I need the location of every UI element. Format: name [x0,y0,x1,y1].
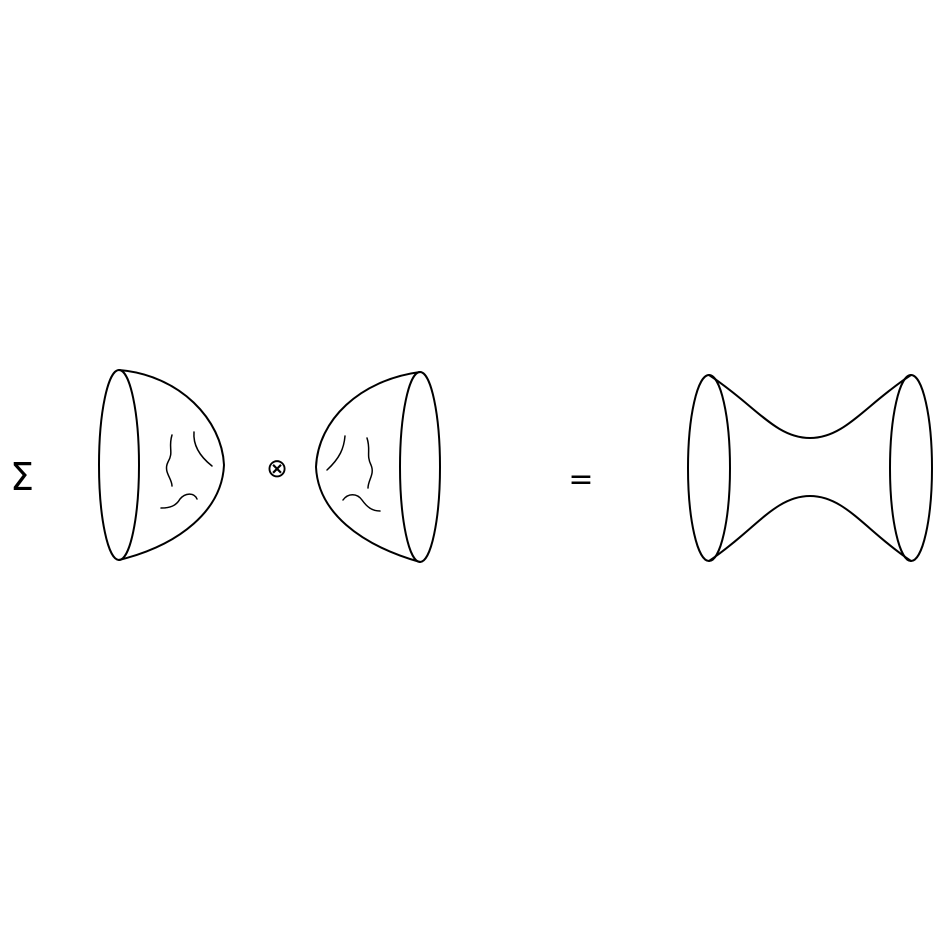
right-cap-squiggles [326,435,381,512]
left-cap-squiggles [160,431,213,509]
cylinder-right-boundary-circle [889,374,933,562]
right-cap-boundary-circle [399,371,441,563]
cylinder-bottom-edge [708,495,912,562]
cylinder-top-edge [708,374,912,439]
cylinder-surface [687,374,933,562]
equals-symbol: = [568,462,593,497]
summation-symbol: Σ [10,455,34,499]
left-cap-boundary-circle [98,369,140,561]
right-cap-outline [315,371,421,563]
tensor-product-symbol: ⊗ [266,454,288,484]
cylinder-left-boundary-circle [687,374,731,562]
right-cap-surface [315,371,441,563]
left-cap-surface [98,369,225,561]
left-cap-outline [118,369,225,561]
